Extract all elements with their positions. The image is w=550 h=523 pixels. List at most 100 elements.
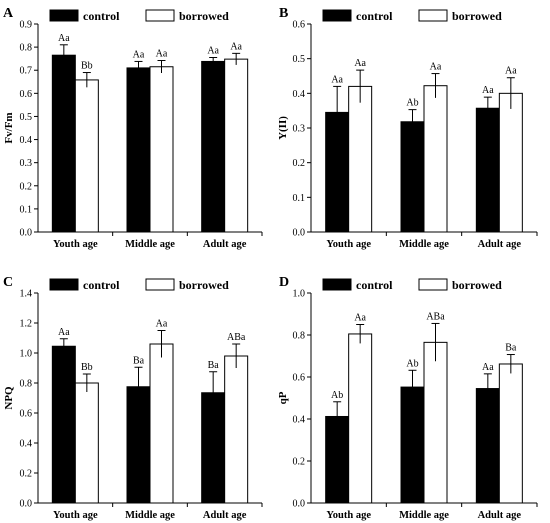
y-tick-label: 0.5 <box>293 54 306 65</box>
significance-label: Aa <box>430 62 442 73</box>
bar-borrowed <box>498 363 523 504</box>
legend-label-control: control <box>356 9 393 23</box>
bar-control <box>126 67 151 233</box>
x-tick-label: Youth age <box>53 510 98 521</box>
x-tick-label: Adult age <box>478 510 522 521</box>
y-tick-label: 0.3 <box>20 158 33 169</box>
legend-label-control: control <box>356 278 393 292</box>
bar-control <box>201 392 226 504</box>
y-tick-label: 1.0 <box>20 349 33 360</box>
significance-label: Aa <box>230 41 242 52</box>
legend-swatch-borrowed <box>145 278 175 291</box>
y-tick-label: 0.9 <box>20 20 33 31</box>
chart-panel-B: B Y(II) 0.0 0.1 0.2 0.3 0.4 0.5 0.6 Youth age Aa Aa… <box>277 6 538 250</box>
y-axis-label: Fv/Fm <box>3 112 15 143</box>
legend-swatch-borrowed <box>145 9 175 22</box>
y-tick-label: 0.2 <box>20 469 33 480</box>
bar-control <box>400 386 425 504</box>
legend-label-control: control <box>83 278 120 292</box>
x-tick-label: Middle age <box>399 510 449 521</box>
significance-label: Ab <box>406 98 418 109</box>
bar-control <box>51 345 76 504</box>
legend-label-control: control <box>83 9 120 23</box>
significance-label: Ba <box>505 343 517 354</box>
legend-label-borrowed: borrowed <box>452 278 502 292</box>
significance-label: ABa <box>426 311 445 322</box>
x-tick-label: Middle age <box>399 239 449 250</box>
significance-label: Ba <box>133 355 145 366</box>
chart-panel-C: C NPQ 0.0 0.2 0.4 0.6 0.8 1.0 1.2 1.4 Youth age Aa B… <box>3 275 263 521</box>
y-tick-label: 0.0 <box>293 499 306 510</box>
x-tick-label: Adult age <box>478 239 522 250</box>
y-tick-label: 0.2 <box>293 457 306 468</box>
bar-borrowed <box>348 333 373 504</box>
significance-label: Aa <box>58 33 70 44</box>
bar-borrowed <box>74 79 99 233</box>
bar-borrowed <box>498 92 523 233</box>
y-tick-label: 0.8 <box>293 331 306 342</box>
y-axis-label: NPQ <box>3 386 15 410</box>
y-tick-label: 1.4 <box>20 289 33 300</box>
legend-swatch-borrowed <box>418 278 448 291</box>
significance-label: Ba <box>208 360 220 371</box>
significance-label: Aa <box>156 49 168 60</box>
bar-borrowed <box>348 85 373 233</box>
y-tick-label: 0.6 <box>293 20 306 31</box>
significance-label: ABa <box>227 332 246 343</box>
legend-swatch-control <box>322 9 352 22</box>
significance-label: Ab <box>406 358 418 369</box>
panel-letter: B <box>279 6 288 21</box>
significance-label: Aa <box>156 319 168 330</box>
significance-label: Aa <box>133 49 145 60</box>
x-tick-label: Middle age <box>125 510 175 521</box>
bar-borrowed <box>224 58 249 233</box>
y-tick-label: 0.0 <box>293 228 306 239</box>
y-tick-label: 0.0 <box>20 499 33 510</box>
significance-label: Bb <box>81 362 93 373</box>
bar-control <box>325 415 350 504</box>
legend-swatch-control <box>322 278 352 291</box>
bar-control <box>201 60 226 233</box>
significance-label: Aa <box>58 327 70 338</box>
significance-label: Aa <box>354 58 366 69</box>
y-tick-label: 0.8 <box>20 43 33 54</box>
x-tick-label: Youth age <box>326 510 371 521</box>
significance-label: Bb <box>81 61 93 72</box>
y-tick-label: 0.7 <box>20 66 33 77</box>
y-tick-label: 1.0 <box>293 289 306 300</box>
bar-borrowed <box>149 66 174 233</box>
chart-panel-A: A Fv/Fm 0.0 0.1 0.2 0.3 0.4 0.5 0.6 0.7 0.8 0.9 Yout… <box>3 6 263 250</box>
x-tick-label: Adult age <box>203 510 247 521</box>
bar-control <box>400 121 425 233</box>
panel-letter: D <box>279 275 289 290</box>
bar-borrowed <box>423 341 448 504</box>
panel-letter: A <box>3 6 14 21</box>
significance-label: Aa <box>482 362 494 373</box>
significance-label: Aa <box>482 85 494 96</box>
bar-borrowed <box>74 382 99 504</box>
y-tick-label: 0.1 <box>293 193 306 204</box>
chart-panel-D: DqP 0.0 0.2 0.4 0.6 0.8 1.0 Youth age Ab Aa Middle… <box>277 275 538 521</box>
y-tick-label: 0.3 <box>293 124 306 135</box>
y-tick-label: 0.8 <box>20 379 33 390</box>
legend-label-borrowed: borrowed <box>452 9 502 23</box>
bar-control <box>126 386 151 504</box>
y-tick-label: 0.5 <box>20 112 33 123</box>
bar-borrowed <box>423 85 448 233</box>
y-tick-label: 0.2 <box>20 181 33 192</box>
significance-label: Ab <box>331 390 343 401</box>
y-tick-label: 0.6 <box>293 373 306 384</box>
legend-swatch-borrowed <box>418 9 448 22</box>
x-tick-label: Youth age <box>53 239 98 250</box>
legend-label-borrowed: borrowed <box>179 9 229 23</box>
y-tick-label: 0.4 <box>293 89 306 100</box>
y-tick-label: 0.4 <box>20 439 33 450</box>
y-tick-label: 0.0 <box>20 228 33 239</box>
y-tick-label: 0.6 <box>20 89 33 100</box>
legend-swatch-control <box>49 9 79 22</box>
x-tick-label: Middle age <box>125 239 175 250</box>
bar-borrowed <box>149 343 174 504</box>
x-tick-label: Adult age <box>203 239 247 250</box>
legend-swatch-control <box>49 278 79 291</box>
bar-control <box>475 388 500 504</box>
